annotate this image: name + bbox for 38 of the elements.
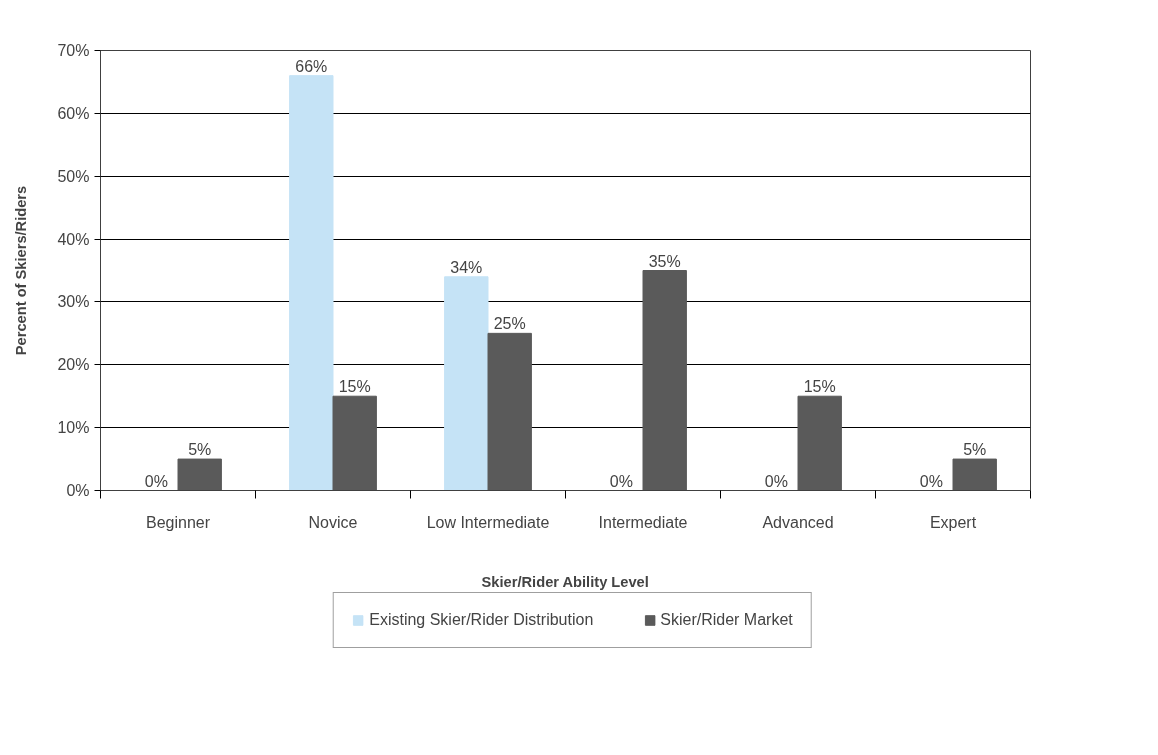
- data-label: 34%: [450, 258, 483, 276]
- x-tick-label: Intermediate: [598, 513, 688, 531]
- data-label: 25%: [493, 315, 526, 333]
- bar: [444, 276, 489, 491]
- y-tick-label: 50%: [57, 167, 90, 185]
- y-tick-label: 60%: [57, 104, 90, 122]
- bar: [177, 458, 222, 491]
- y-axis-title: Percent of Skiers/Riders: [13, 185, 30, 356]
- bar: [332, 395, 377, 491]
- bar: [952, 458, 997, 491]
- data-label: 5%: [963, 441, 987, 459]
- x-tick-label: Expert: [929, 513, 977, 531]
- legend-label: Skier/Rider Market: [660, 611, 793, 629]
- data-label: 35%: [648, 252, 681, 270]
- x-tick-label: Novice: [308, 513, 358, 531]
- x-tick-label: Low Intermediate: [426, 513, 550, 531]
- data-label: 0%: [764, 472, 788, 490]
- y-tick-label: 10%: [57, 419, 90, 437]
- y-tick-label: 20%: [57, 356, 90, 374]
- data-label: 15%: [803, 378, 836, 396]
- x-axis-title: Skier/Rider Ability Level: [481, 573, 649, 590]
- bar: [487, 332, 532, 491]
- bar: [797, 395, 842, 491]
- bar: [642, 270, 687, 491]
- data-label: 0%: [919, 472, 943, 490]
- data-label: 0%: [144, 472, 168, 490]
- y-tick-label: 0%: [66, 482, 90, 499]
- data-label: 0%: [609, 472, 633, 490]
- x-tick-label: Beginner: [145, 513, 211, 531]
- data-label: 5%: [188, 441, 212, 459]
- y-tick-label: 40%: [57, 230, 90, 248]
- legend-label: Existing Skier/Rider Distribution: [369, 611, 594, 629]
- y-tick-label: 70%: [57, 42, 90, 59]
- data-label: 66%: [295, 57, 328, 75]
- data-label: 15%: [338, 378, 371, 396]
- x-tick-label: Advanced: [762, 513, 834, 531]
- bar: [289, 75, 334, 491]
- y-tick-label: 30%: [57, 293, 90, 311]
